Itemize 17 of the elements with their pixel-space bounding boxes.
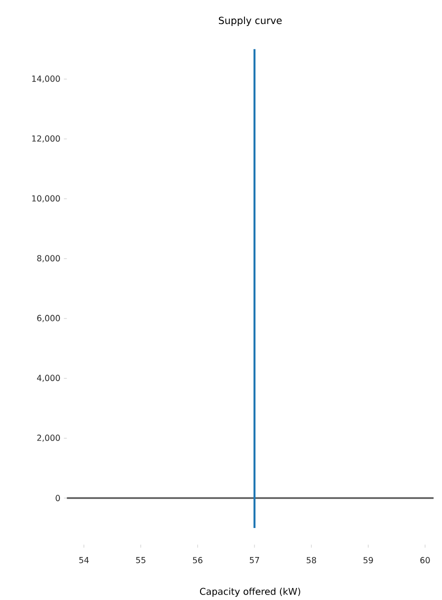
y-tick-label: 14,000 (32, 76, 60, 83)
x-tick-label: 59 (363, 557, 373, 564)
y-tick-label: 8,000 (36, 255, 60, 262)
x-axis-title: Capacity offered (kW) (200, 588, 300, 597)
y-tick-label: 2,000 (37, 434, 60, 442)
x-tick-label: 60 (420, 557, 430, 564)
x-tick-label: 55 (136, 557, 146, 564)
y-tick-label: 12,000 (32, 135, 60, 143)
chart-title: Supply curve (218, 16, 282, 26)
x-tick-label: 57 (250, 557, 259, 564)
y-tick-label: 6,000 (36, 314, 60, 322)
y-tick-label: 10,000 (32, 195, 60, 202)
y-tick-label: 0 (55, 494, 60, 502)
x-tick-label: 56 (192, 557, 202, 564)
x-tick-label: 58 (306, 557, 316, 564)
y-tick-label: 4,000 (36, 374, 60, 382)
x-tick-label: 54 (79, 557, 89, 564)
